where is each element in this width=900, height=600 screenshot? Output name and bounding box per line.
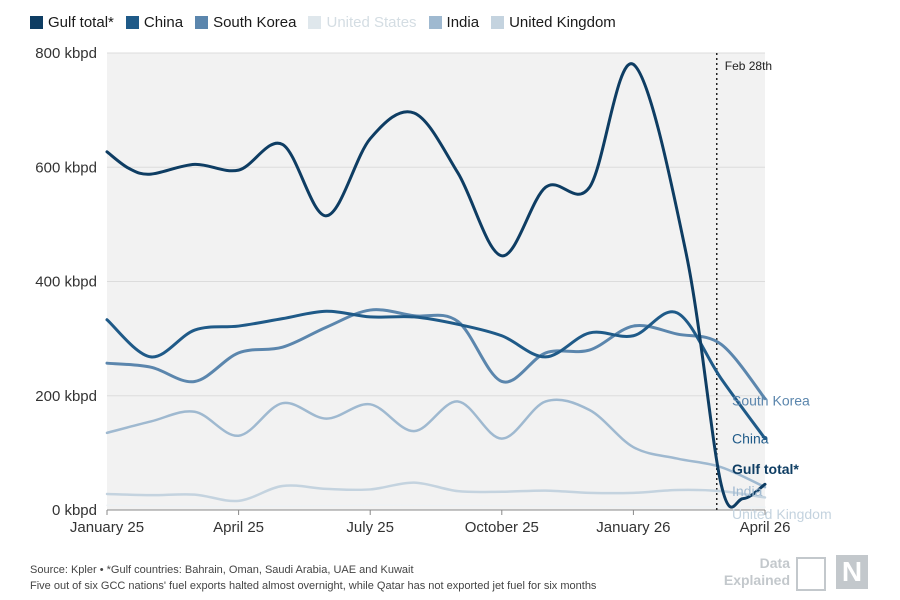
series-line-india	[105, 398, 767, 489]
legend-swatch	[308, 15, 322, 29]
legend: Gulf total* China South Korea United Sta…	[30, 10, 616, 34]
brand-logo: Data Explained N	[722, 553, 880, 593]
legend-item-south-korea[interactable]: South Korea	[195, 14, 296, 31]
series-line-china	[105, 309, 767, 441]
legend-swatch	[491, 15, 505, 29]
end-label-gulf-total: Gulf total*	[732, 461, 799, 477]
y-tick-label: 800 kbpd	[35, 45, 97, 62]
source-note: Source: Kpler • *Gulf countries: Bahrain…	[30, 564, 414, 576]
x-tick-label: October 25	[465, 519, 539, 536]
legend-label: United Kingdom	[509, 13, 616, 31]
line-chart: 0 kbpd 200 kbpd 400 kbpd 600 kbpd 800 kbpd Ja…	[35, 45, 832, 536]
legend-swatch	[195, 15, 209, 29]
brand-line-2: Explained	[723, 572, 790, 588]
brand-wordmark: Data Explained	[722, 555, 790, 589]
legend-label: India	[446, 13, 480, 31]
legend-item-united-states[interactable]: United States	[308, 13, 417, 31]
x-tick-label: April 26	[740, 519, 791, 536]
y-tick-label: 0 kbpd	[52, 502, 97, 519]
end-label-south-korea: South Korea	[732, 392, 810, 408]
series-line-south-korea	[105, 308, 767, 401]
legend-label: China	[143, 13, 184, 31]
y-tick-label: 200 kbpd	[35, 388, 97, 405]
x-tick-label: April 25	[213, 519, 264, 536]
annotation-label: Feb 28th	[725, 59, 772, 73]
x-tick-label: January 25	[70, 519, 144, 536]
brand-n-logo: N	[836, 555, 868, 589]
legend-swatch	[125, 15, 139, 29]
legend-item-united-kingdom[interactable]: United Kingdom	[491, 14, 616, 31]
y-tick-label: 400 kbpd	[35, 274, 97, 291]
legend-item-gulf-total[interactable]: Gulf total*	[30, 14, 114, 31]
end-label-united-kingdom: United Kingdom	[732, 506, 832, 522]
legend-label: South Korea	[213, 13, 297, 31]
brand-line-1: Data	[759, 555, 790, 571]
bar-chart-icon	[796, 557, 826, 591]
chart-footer: Source: Kpler • *Gulf countries: Bahrain…	[30, 562, 596, 594]
x-tick-label: January 26	[596, 519, 670, 536]
legend-swatch	[428, 15, 442, 29]
x-tick-label: July 25	[346, 519, 394, 536]
legend-label: United States	[326, 13, 417, 31]
legend-swatch	[30, 15, 43, 29]
end-label-china: China	[732, 431, 769, 447]
end-label-india: India	[732, 483, 763, 499]
caption: Five out of six GCC nations' fuel export…	[30, 580, 597, 592]
legend-item-india[interactable]: India	[428, 13, 480, 31]
series-line-united-states	[106, 504, 766, 508]
legend-label: Gulf total*	[48, 13, 114, 31]
legend-item-china[interactable]: China	[125, 13, 184, 31]
y-tick-label: 600 kbpd	[35, 159, 97, 176]
series-line-united-kingdom	[105, 481, 767, 503]
series-line-gulf-total	[105, 62, 767, 509]
